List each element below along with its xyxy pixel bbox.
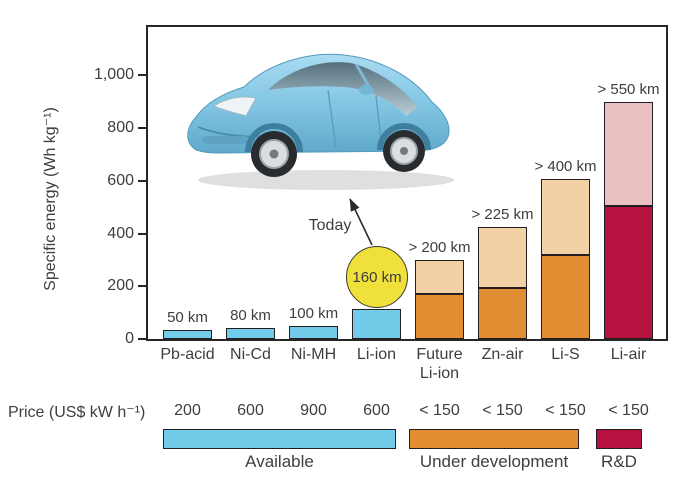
car-door-seam	[327, 89, 337, 149]
legend-swatch-rnd	[596, 429, 642, 449]
bar-segment-demonstrated	[352, 309, 401, 339]
range-label: > 400 km	[534, 158, 597, 175]
bar-segment-projected	[541, 179, 590, 255]
y-tick-mark	[138, 127, 146, 130]
price-value: 600	[363, 402, 390, 419]
price-value: 200	[174, 402, 201, 419]
price-value: 600	[237, 402, 264, 419]
range-label: > 200 km	[408, 239, 471, 256]
category-label: Li-ion	[356, 346, 397, 363]
y-tick-mark	[138, 338, 146, 340]
plot-area: Today 160 km 50 km 80 km 100 km > 200 km > 2…	[146, 25, 668, 341]
y-tick-label: 600	[107, 171, 134, 189]
price-value: < 150	[482, 402, 523, 419]
bar-segment-projected	[478, 227, 527, 288]
range-label: > 550 km	[597, 81, 660, 98]
y-tick-mark	[138, 285, 146, 288]
y-tick-label: 800	[107, 119, 134, 137]
bar-segment-demonstrated	[415, 294, 464, 339]
price-value: 900	[300, 402, 327, 419]
car-pillar	[354, 63, 374, 93]
category-label: Li-S	[551, 346, 580, 363]
range-label: 50 km	[167, 309, 208, 326]
bar-segment-demonstrated	[163, 330, 212, 339]
price-value: < 150	[608, 402, 649, 419]
car-wheel-arch	[245, 123, 303, 153]
bar-segment-demonstrated	[289, 326, 338, 339]
bar-segment-demonstrated	[604, 206, 653, 339]
car-wheel-arch	[377, 123, 431, 151]
car-photo	[187, 53, 454, 190]
car-grille	[197, 126, 269, 138]
legend-label-rnd: R&D	[601, 452, 637, 471]
today-range-value: 160 km	[352, 268, 402, 286]
y-tick-mark	[138, 232, 146, 235]
legend-label-available: Available	[245, 452, 314, 471]
y-tick-label: 400	[107, 224, 134, 242]
car-rear-wheel	[383, 130, 425, 172]
y-axis-title: Specific energy (Wh kg⁻¹)	[42, 107, 59, 291]
price-value: < 150	[545, 402, 586, 419]
y-tick-label: 200	[107, 277, 134, 295]
car-front-wheel	[251, 131, 297, 177]
category-label: Ni-Cd	[230, 346, 271, 363]
bar-segment-demonstrated	[541, 255, 590, 339]
price-row-label: Price (US$ kW h⁻¹)	[8, 404, 146, 421]
category-label: Future Li-ion	[416, 346, 463, 382]
car-headlight	[213, 96, 257, 117]
legend-label-under_development: Under development	[419, 452, 569, 471]
bar-segment-projected	[604, 102, 653, 206]
bar-segment-demonstrated	[226, 328, 275, 339]
today-range-circle: 160 km	[346, 246, 408, 308]
range-label: 80 km	[230, 307, 271, 324]
car-body	[187, 53, 450, 154]
car-mirror	[359, 85, 373, 95]
range-label: > 225 km	[471, 206, 534, 223]
legend-swatch-under_development	[409, 429, 579, 449]
category-label: Li-air	[610, 346, 647, 363]
legend-swatch-available	[163, 429, 396, 449]
y-tick-mark	[138, 74, 146, 77]
category-label: Ni-MH	[290, 346, 337, 363]
car-windows	[268, 62, 418, 116]
price-value: < 150	[419, 402, 460, 419]
bar-segment-demonstrated	[478, 288, 527, 339]
today-annotation: Today	[308, 217, 352, 234]
y-tick-mark	[138, 179, 146, 182]
category-label: Pb-acid	[160, 346, 215, 363]
category-label: Zn-air	[481, 346, 524, 363]
car-intake	[202, 136, 248, 144]
bar-segment-projected	[415, 260, 464, 294]
car-door-seam	[375, 95, 383, 149]
y-tick-label: 1,000	[93, 66, 134, 84]
y-tick-label: 0	[125, 330, 134, 347]
car-shadow	[198, 170, 454, 190]
range-label: 100 km	[288, 305, 339, 322]
